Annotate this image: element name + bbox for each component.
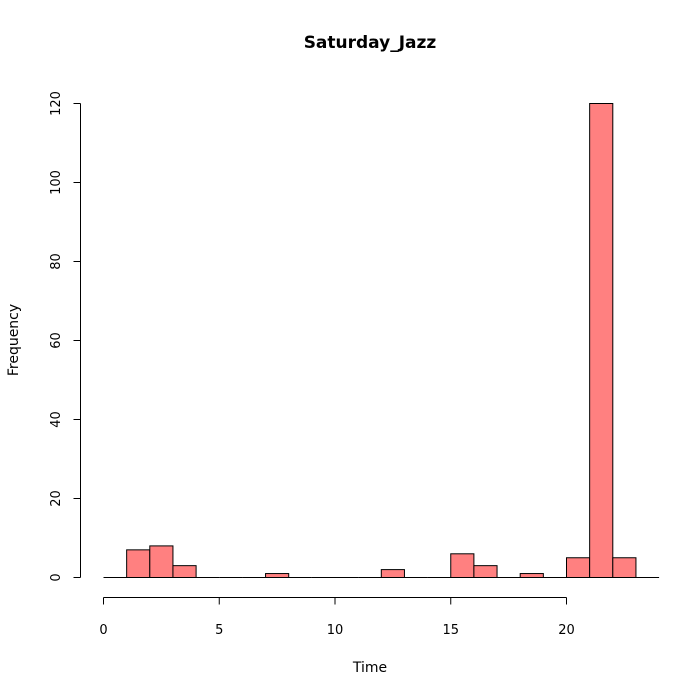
histogram-bar	[126, 549, 151, 578]
y-tick-label: 100	[49, 170, 64, 195]
histogram-bar	[473, 565, 498, 579]
y-tick-label: 40	[49, 411, 64, 428]
x-tick-label: 0	[99, 623, 107, 638]
x-tick-label: 15	[442, 623, 459, 638]
x-axis: 0 5 10 15 20	[99, 597, 575, 638]
x-tick-label: 5	[215, 623, 223, 638]
histogram-bar	[519, 573, 544, 578]
histogram-bar	[450, 553, 475, 578]
histogram-bar	[149, 545, 174, 579]
x-tick-label: 20	[558, 623, 575, 638]
y-tick-label: 80	[49, 253, 64, 270]
x-tick-label: 10	[327, 623, 344, 638]
chart-title: Saturday_Jazz	[304, 33, 437, 53]
histogram-bars	[103, 103, 660, 579]
histogram-bar	[612, 557, 637, 578]
y-tick-label: 20	[49, 490, 64, 507]
y-tick-label: 0	[49, 573, 64, 581]
histogram-bar	[380, 569, 405, 578]
x-axis-label: Time	[352, 660, 387, 676]
y-axis-label: Frequency	[6, 304, 22, 376]
histogram-bar	[172, 565, 197, 579]
histogram-bar	[566, 557, 591, 578]
histogram-bar	[589, 103, 614, 578]
y-tick-label: 120	[49, 91, 64, 116]
y-tick-label: 60	[49, 332, 64, 349]
y-axis: 0 20 40 60 80 100 120	[49, 91, 81, 582]
histogram-bar	[265, 573, 290, 578]
